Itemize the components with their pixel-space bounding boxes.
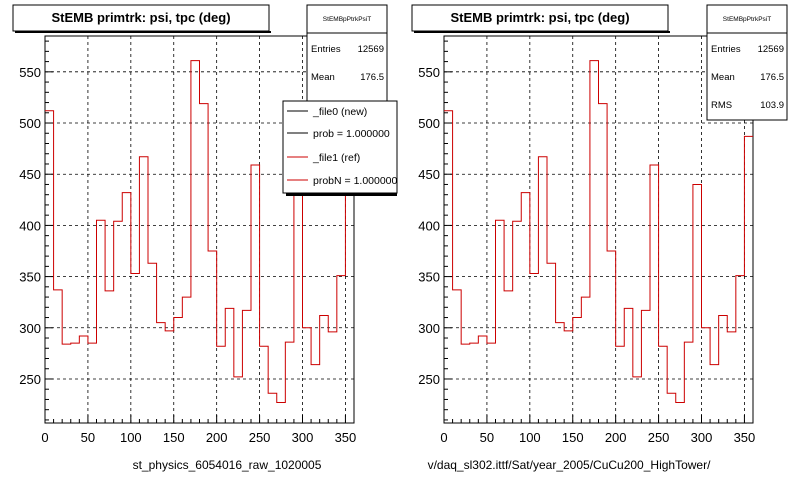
x-tick-label: 100 (519, 430, 541, 445)
y-tick-label: 550 (418, 65, 440, 80)
y-tick-label: 300 (19, 321, 41, 336)
y-tick-label: 300 (418, 321, 440, 336)
left-axis-ticks: 0 50 100 150 200 250 300 350 250 300 350 400 450 500 5… (19, 40, 357, 445)
right-stats-name: StEMBpPtrkPsiT (723, 16, 771, 23)
left-xaxis-label: st_physics_6054016_raw_1020005 (133, 458, 322, 472)
legend: _file0 (new) prob = 1.000000 _file1 (ref… (282, 100, 398, 196)
legend-entry-ref: _file1 (ref) (312, 152, 360, 164)
right-stats-mean-value: 176.5 (760, 72, 784, 83)
right-histogram-pad: 0 50 100 150 200 250 300 350 250 300 350 400 450 500 5… (401, 1, 798, 477)
legend-entry-new: _file0 (new) (312, 106, 367, 118)
x-tick-label: 200 (605, 430, 627, 445)
y-tick-label: 400 (19, 218, 41, 233)
right-axis-ticks: 0 50 100 150 200 250 300 350 250 300 350 400 450 500 5… (418, 40, 756, 445)
left-stats-entries-label: Entries (311, 44, 341, 55)
left-series (45, 60, 354, 404)
x-tick-label: 0 (440, 430, 447, 445)
x-tick-label: 150 (562, 430, 584, 445)
x-tick-label: 50 (81, 430, 95, 445)
y-tick-label: 550 (19, 65, 41, 80)
y-tick-label: 400 (418, 218, 440, 233)
right-stats-rms-label: RMS (711, 100, 732, 111)
y-tick-label: 450 (19, 167, 41, 182)
left-stats-name: StEMBpPtrkPsiT (323, 16, 371, 23)
left-histogram-pad: 0 50 100 150 200 250 300 350 250 300 350 400 450 500 5… (1, 1, 398, 477)
left-title-box: StEMB primtrk: psi, tpc (deg) (12, 4, 271, 33)
y-tick-label: 350 (418, 270, 440, 285)
left-stats-entries-value: 12569 (358, 44, 384, 55)
legend-entry-prob: prob = 1.000000 (313, 128, 390, 140)
y-tick-label: 450 (418, 167, 440, 182)
x-tick-label: 200 (206, 430, 228, 445)
x-tick-label: 50 (480, 430, 494, 445)
left-stats-mean-label: Mean (311, 72, 335, 83)
x-tick-label: 150 (163, 430, 185, 445)
right-stats-mean-label: Mean (711, 72, 735, 83)
histogram-line (45, 60, 354, 404)
x-tick-label: 100 (120, 430, 142, 445)
histogram-line (444, 60, 753, 404)
right-stats-entries-label: Entries (711, 44, 741, 55)
x-tick-label: 350 (335, 430, 357, 445)
right-xaxis-label: v/daq_sl302.ittf/Sat/year_2005/CuCu200_H… (428, 458, 712, 472)
y-tick-label: 250 (19, 372, 41, 387)
x-tick-label: 300 (691, 430, 713, 445)
y-tick-label: 350 (19, 270, 41, 285)
y-tick-label: 500 (418, 116, 440, 131)
right-stats-entries-value: 12569 (758, 44, 784, 55)
y-tick-label: 500 (19, 116, 41, 131)
right-chart-title: StEMB primtrk: psi, tpc (deg) (450, 10, 629, 25)
legend-entry-probn: probN = 1.000000 (313, 175, 398, 187)
right-stats-box: StEMBpPtrkPsiT Entries 12569 Mean 176.5 … (706, 4, 788, 121)
x-tick-label: 300 (292, 430, 314, 445)
left-stats-box: StEMBpPtrkPsiT Entries 12569 Mean 176.5 (306, 4, 388, 116)
right-series (444, 60, 753, 404)
right-stats-rms-value: 103.9 (760, 100, 784, 111)
left-stats-mean-value: 176.5 (360, 72, 384, 83)
right-title-box: StEMB primtrk: psi, tpc (deg) (411, 4, 670, 33)
y-tick-label: 250 (418, 372, 440, 387)
x-tick-label: 250 (249, 430, 271, 445)
x-tick-label: 0 (41, 430, 48, 445)
left-chart-title: StEMB primtrk: psi, tpc (deg) (51, 10, 230, 25)
x-tick-label: 350 (734, 430, 756, 445)
x-tick-label: 250 (648, 430, 670, 445)
